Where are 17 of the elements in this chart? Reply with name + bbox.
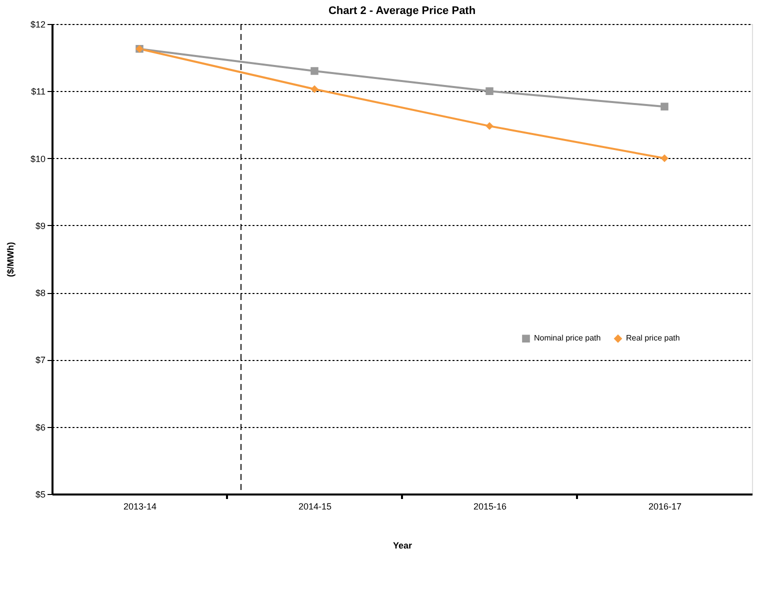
y-axis-title: ($/MWh) — [5, 242, 16, 277]
y-tick-label: $12 — [30, 20, 46, 30]
y-tick-label: $11 — [31, 86, 46, 97]
x-tick-label: 2016-17 — [648, 502, 682, 512]
x-tick-label: 2013-14 — [123, 502, 157, 512]
chart-title: Chart 2 - Average Price Path — [328, 5, 476, 17]
legend-label: Real price path — [626, 334, 680, 343]
x-tick-label: 2014-15 — [298, 502, 332, 512]
x-axis-title: Year — [392, 540, 412, 550]
y-tick-label: $7 — [35, 355, 46, 366]
y-tick-label: $8 — [35, 288, 46, 298]
y-tick-label: $9 — [35, 220, 46, 231]
legend-label: Nominal price path — [534, 334, 601, 343]
y-tick-label: $5 — [35, 490, 46, 500]
x-tick-label: 2015-16 — [473, 502, 507, 512]
y-tick-label: $10 — [30, 154, 46, 164]
y-tick-label: $6 — [35, 422, 46, 432]
